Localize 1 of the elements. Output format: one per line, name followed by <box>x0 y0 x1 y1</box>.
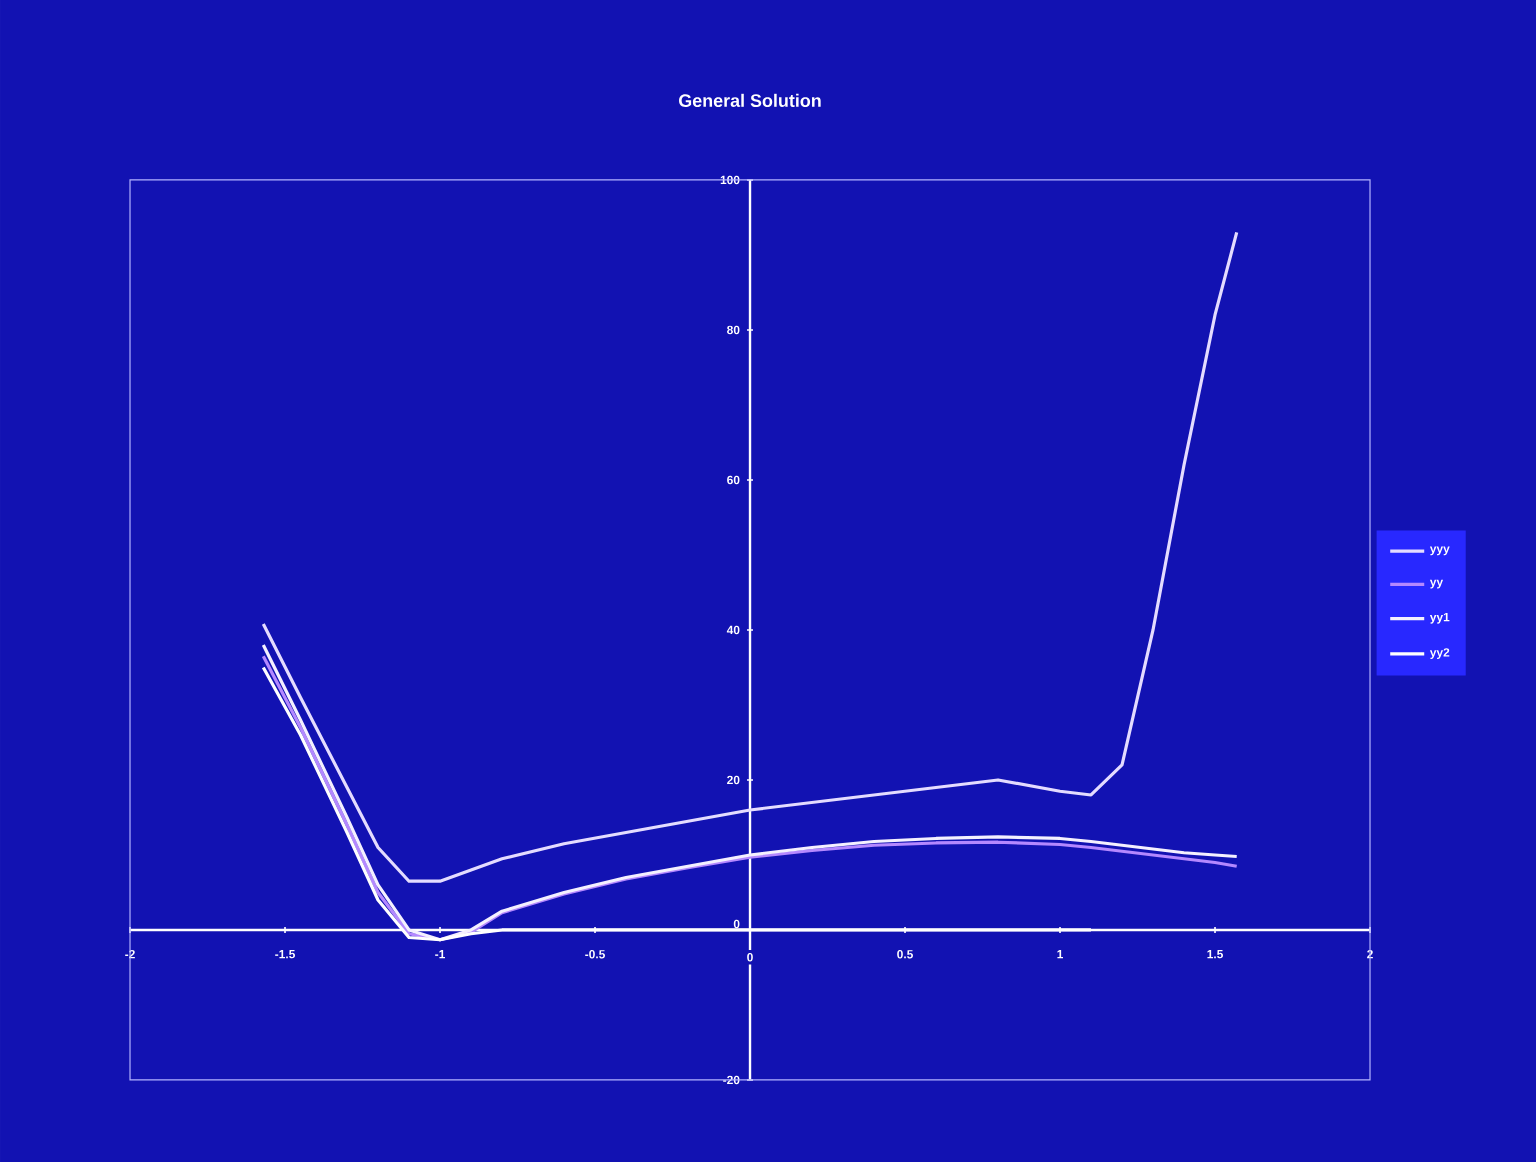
chart-title: General Solution <box>679 93 821 107</box>
